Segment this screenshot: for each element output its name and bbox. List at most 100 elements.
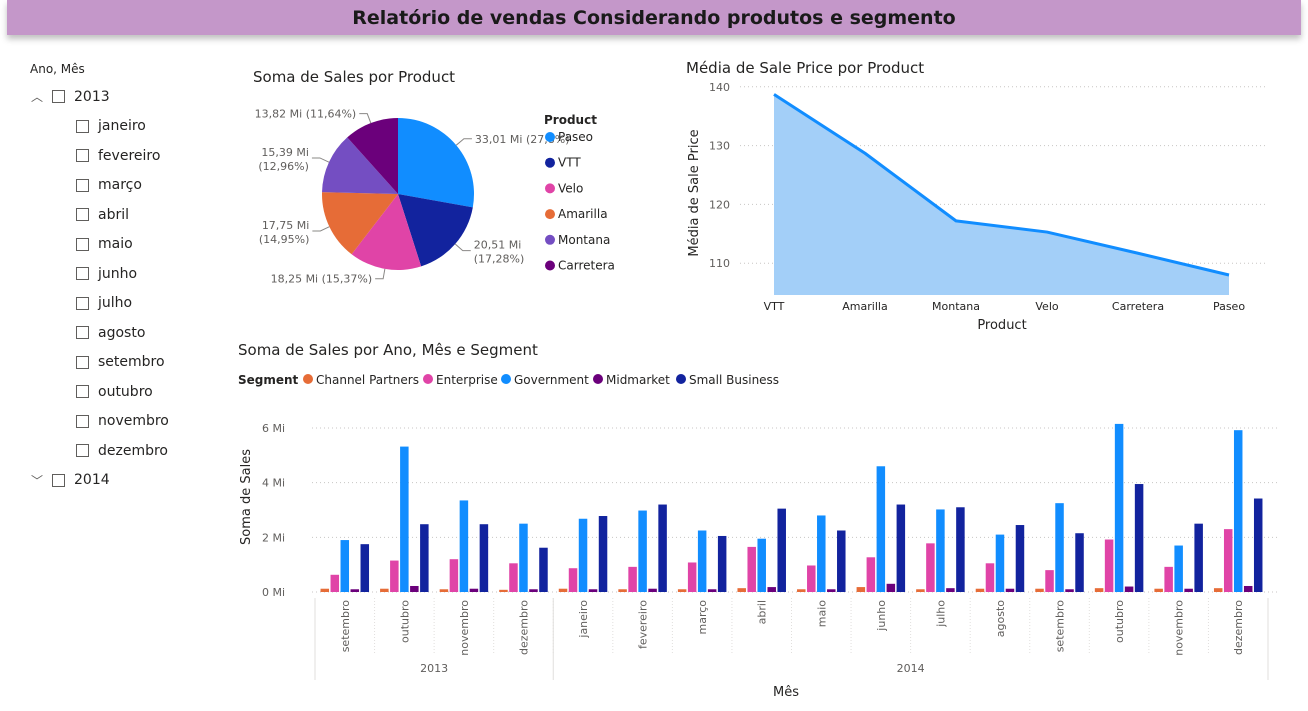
bar-enterprise-julho — [926, 543, 935, 592]
bar-y-tick-label: 4 Mi — [262, 477, 285, 490]
bar-government-junho — [876, 466, 886, 592]
bar-x-tick-agosto: agosto — [994, 600, 1007, 637]
pie-data-label-percent: (14,95%) — [259, 233, 310, 246]
pie-data-label: 18,25 Mi (15,37%) — [271, 273, 373, 286]
slicer-month-maio[interactable]: maio — [30, 230, 220, 260]
area-x-tick-montana: Montana — [932, 300, 980, 313]
bar-midmarket-janeiro — [588, 589, 598, 592]
bar-legend-item-midmarket: Midmarket — [606, 373, 670, 387]
bar-chart-title: Soma de Sales por Ano, Mês e Segment — [238, 341, 538, 359]
bar-small-business-novembro — [1194, 523, 1203, 592]
area-chart-title: Média de Sale Price por Product — [686, 59, 924, 77]
slicer-month-novembro[interactable]: novembro — [30, 407, 220, 437]
area-y-tick-label: 110 — [709, 257, 730, 270]
pie-legend-item-amarilla: Amarilla — [558, 207, 608, 221]
bar-x-tick-novembro: novembro — [458, 600, 471, 656]
slicer-month-fevereiro[interactable]: fevereiro — [30, 141, 220, 171]
checkbox[interactable] — [76, 267, 89, 281]
slicer-month-label: abril — [98, 206, 130, 223]
slicer-year-2014[interactable]: ﹀ 2014 — [30, 466, 220, 496]
slicer-month-abril[interactable]: abril — [30, 200, 220, 230]
bar-enterprise-dezembro — [509, 563, 518, 592]
slicer-month-julho[interactable]: julho — [30, 289, 220, 319]
slicer-year-2013[interactable]: ︿ 2013 — [30, 82, 220, 112]
bar-x-tick-outubro: outubro — [1113, 600, 1126, 643]
pie-legend-title: Product — [544, 113, 597, 127]
checkbox[interactable] — [76, 326, 89, 340]
bar-channel-partners-agosto — [975, 588, 985, 592]
slicer-month-label: setembro — [98, 354, 165, 371]
bar-enterprise-outubro — [1104, 539, 1114, 592]
pie-legend-marker — [545, 234, 555, 245]
bar-small-business-março — [717, 535, 727, 592]
bar-government-julho — [936, 509, 945, 592]
bar-channel-partners-abril — [737, 588, 746, 592]
bar-midmarket-junho — [886, 583, 896, 592]
checkbox[interactable] — [76, 414, 89, 428]
slicer-month-agosto[interactable]: agosto — [30, 318, 220, 348]
bar-x-tick-abril: abril — [756, 600, 769, 624]
checkbox[interactable] — [52, 90, 65, 104]
area-x-axis-title: Product — [977, 318, 1026, 333]
bar-enterprise-novembro — [1164, 566, 1173, 592]
bar-midmarket-dezembro — [1243, 585, 1253, 592]
checkbox[interactable] — [76, 208, 89, 222]
slicer-month-dezembro[interactable]: dezembro — [30, 436, 220, 466]
bar-y-tick-label: 6 Mi — [262, 422, 285, 435]
bar-enterprise-janeiro — [568, 568, 578, 592]
bar-small-business-novembro — [479, 524, 489, 592]
bar-x-tick-dezembro: dezembro — [1232, 600, 1245, 655]
slicer-month-junho[interactable]: junho — [30, 259, 220, 289]
bar-government-outubro — [400, 446, 409, 592]
bar-x-tick-novembro: novembro — [1173, 600, 1186, 656]
slicer-month-setembro[interactable]: setembro — [30, 348, 220, 378]
checkbox[interactable] — [76, 444, 89, 458]
bar-legend-title: Segment — [238, 373, 299, 387]
bar-government-setembro — [340, 540, 350, 592]
slicer-year-label: 2014 — [74, 472, 110, 489]
bar-y-axis-title: Soma de Sales — [239, 449, 254, 545]
bar-small-business-maio — [837, 530, 846, 592]
chevron-up-icon[interactable]: ︿ — [30, 90, 43, 105]
bar-midmarket-dezembro — [529, 589, 538, 592]
bar-small-business-dezembro — [1253, 498, 1263, 592]
bar-channel-partners-dezembro — [1213, 588, 1223, 592]
bar-enterprise-junho — [866, 557, 876, 592]
bar-midmarket-outubro — [410, 585, 419, 592]
bar-government-abril — [757, 538, 766, 592]
checkbox[interactable] — [76, 119, 89, 133]
slicer-month-março[interactable]: março — [30, 171, 220, 201]
pie-legend-item-carretera: Carretera — [558, 259, 615, 273]
bar-small-business-junho — [896, 504, 906, 592]
pie-leader-line — [375, 268, 386, 280]
slicer-month-outubro[interactable]: outubro — [30, 377, 220, 407]
checkbox[interactable] — [76, 385, 89, 399]
checkbox[interactable] — [52, 473, 65, 487]
bar-government-setembro — [1055, 503, 1064, 592]
checkbox[interactable] — [76, 355, 89, 369]
bar-enterprise-dezembro — [1223, 529, 1233, 592]
bar-midmarket-maio — [827, 589, 836, 592]
bar-x-tick-fevereiro: fevereiro — [637, 600, 650, 649]
checkbox[interactable] — [76, 178, 89, 192]
bar-midmarket-fevereiro — [648, 588, 657, 592]
chevron-down-icon[interactable]: ﹀ — [30, 473, 43, 488]
bar-small-business-dezembro — [539, 547, 548, 592]
area-fill — [774, 94, 1229, 295]
slicer-month-label: outubro — [98, 383, 153, 400]
slicer-month-janeiro[interactable]: janeiro — [30, 112, 220, 142]
slicer-month-label: janeiro — [98, 118, 146, 135]
checkbox[interactable] — [76, 296, 89, 310]
pie-legend-marker — [545, 183, 555, 194]
bar-x-tick-janeiro: janeiro — [577, 600, 590, 639]
bar-x-tick-setembro: setembro — [339, 600, 352, 653]
bar-midmarket-abril — [767, 587, 776, 592]
checkbox[interactable] — [76, 237, 89, 251]
slicer-month-label: março — [98, 177, 142, 194]
bar-legend-marker — [303, 374, 313, 384]
bar-legend-item-government: Government — [514, 373, 589, 387]
bar-midmarket-novembro — [469, 588, 479, 592]
checkbox[interactable] — [76, 149, 89, 163]
bar-small-business-abril — [777, 508, 786, 592]
pie-data-label: 33,01 Mi (27,8%) — [475, 133, 570, 146]
